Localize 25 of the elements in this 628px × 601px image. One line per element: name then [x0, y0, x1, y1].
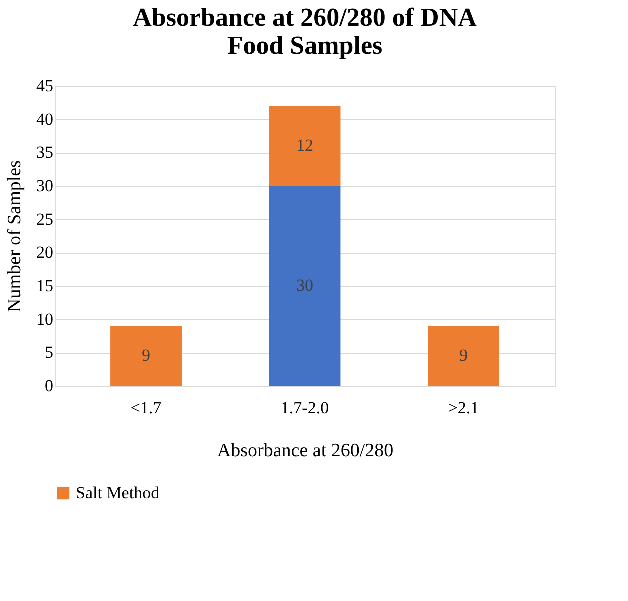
chart-title: Absorbance at 260/280 of DNA Food Samples — [133, 3, 478, 60]
y-tick-label: 30 — [36, 176, 54, 196]
x-tick-label: >2.1 — [448, 398, 480, 418]
data-label: 30 — [296, 276, 314, 295]
data-label: 9 — [142, 346, 151, 365]
y-tick-label: 40 — [36, 110, 54, 129]
x-tick-label: <1.7 — [130, 398, 162, 418]
data-label: 9 — [459, 346, 468, 365]
data-label: 12 — [296, 136, 314, 155]
y-tick-label: 25 — [36, 210, 54, 229]
bar — [269, 186, 341, 386]
y-tick-label: 15 — [36, 276, 54, 296]
bar — [269, 106, 341, 186]
y-axis-title: Number of Samples — [4, 160, 26, 312]
y-tick-label: 35 — [36, 143, 54, 162]
y-tick-label: 45 — [36, 76, 54, 96]
y-tick-label: 0 — [45, 376, 54, 396]
bar — [428, 326, 500, 386]
y-tick-label: 10 — [36, 310, 54, 329]
y-tick-label: 20 — [36, 243, 54, 262]
x-tick-label: 1.7-2.0 — [280, 398, 330, 418]
legend-label: Salt Method — [76, 484, 160, 502]
bar — [110, 326, 182, 386]
x-axis-title: Absorbance at 260/280 — [217, 440, 394, 462]
y-tick-label: 5 — [45, 343, 54, 362]
